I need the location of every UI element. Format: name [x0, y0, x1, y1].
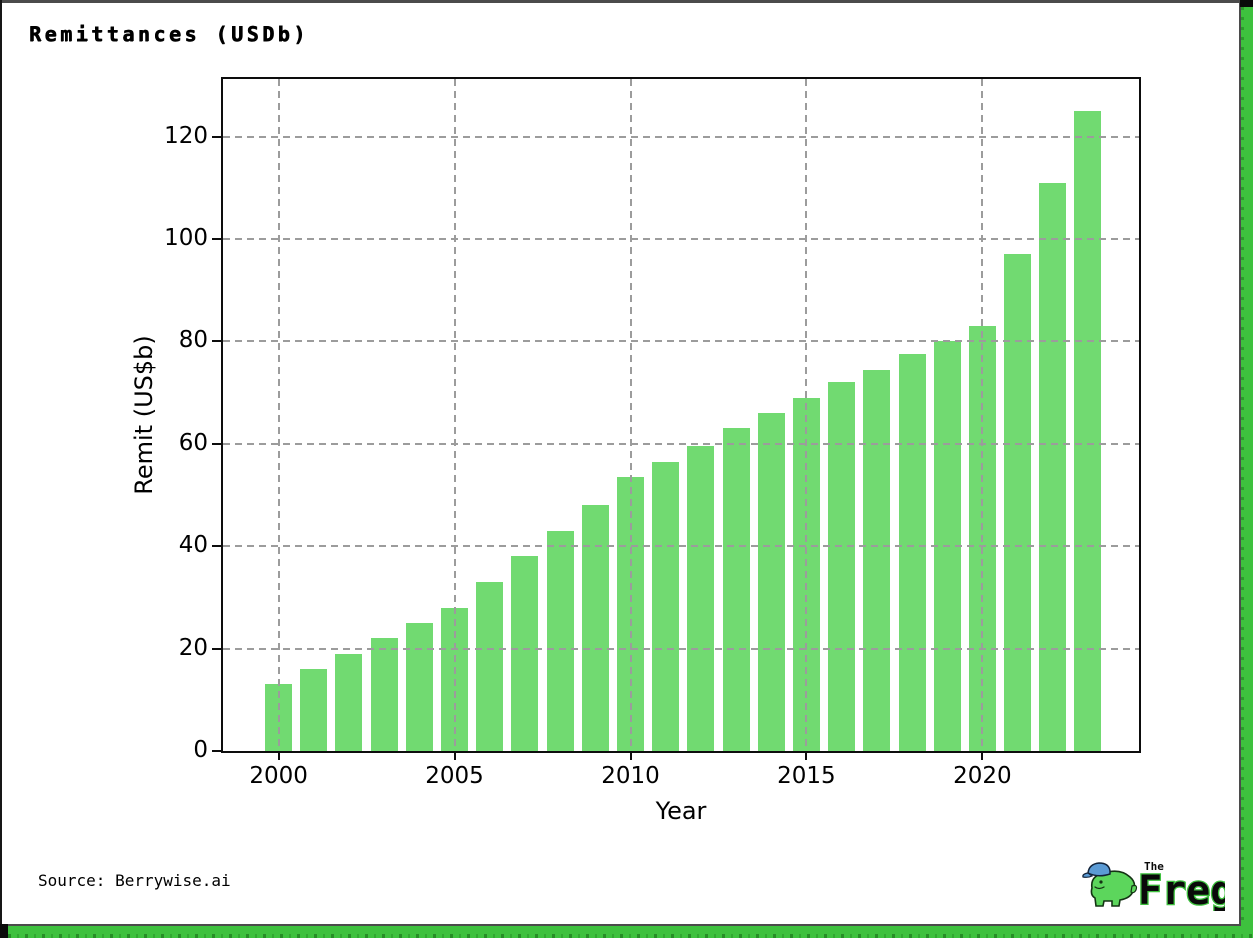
y-tick-label-60: 60 [178, 429, 208, 456]
y-tick-20 [212, 647, 221, 650]
brand-strip-bottom [8, 926, 1253, 938]
bar-2018 [898, 354, 926, 751]
bar-2008 [546, 530, 574, 751]
gridline-x-2020 [981, 79, 984, 751]
gridline-y-20 [223, 647, 1139, 650]
bar-2007 [511, 556, 539, 751]
bar-2016 [828, 382, 856, 751]
x-tick-label-2020: 2020 [953, 763, 1012, 789]
x-tick-label-2000: 2000 [249, 763, 308, 789]
x-tick-2015 [805, 751, 808, 760]
bar-2001 [300, 669, 328, 751]
gridline-y-40 [223, 545, 1139, 548]
bar-2006 [476, 582, 504, 751]
frame-right-line [1239, 0, 1241, 938]
y-tick-0 [212, 750, 221, 752]
bar-2011 [652, 461, 680, 751]
bar-2021 [1004, 254, 1032, 751]
x-tick-2000 [277, 751, 280, 760]
y-tick-label-20: 20 [178, 634, 208, 661]
y-tick-80 [212, 340, 221, 343]
freg-logo: The Freg [1082, 860, 1225, 911]
gridline-y-80 [223, 340, 1139, 343]
x-tick-2010 [629, 751, 632, 760]
chart-title: Remittances (USDb) [29, 22, 309, 46]
plot-area [221, 77, 1141, 753]
bar-2017 [863, 369, 891, 751]
y-tick-40 [212, 545, 221, 548]
logo-word-freg: Freg [1138, 868, 1225, 911]
x-tick-label-2005: 2005 [425, 763, 484, 789]
gridline-x-2015 [805, 79, 808, 751]
y-axis-label: Remit (US$b) [130, 335, 158, 495]
y-tick-label-120: 120 [164, 122, 208, 149]
bar-2004 [405, 623, 433, 751]
frame-top-line [0, 0, 1253, 3]
gridline-y-60 [223, 442, 1139, 445]
y-tick-label-40: 40 [178, 532, 208, 559]
logo-word-the: The [1144, 860, 1164, 873]
bar-2003 [370, 638, 398, 751]
bar-2002 [335, 653, 363, 751]
gridline-y-100 [223, 238, 1139, 240]
source-attribution: Source: Berrywise.ai [38, 871, 231, 890]
strip-noise [1241, 7, 1244, 938]
bar-2023 [1074, 111, 1102, 751]
strip-noise [8, 934, 1253, 938]
frame-left-line [0, 0, 2, 926]
gridline-y-120 [223, 135, 1139, 138]
bar-2013 [722, 428, 750, 751]
bar-2009 [581, 505, 609, 751]
corner-block-top-right [1240, 0, 1253, 7]
y-tick-100 [212, 238, 221, 240]
y-tick-label-100: 100 [164, 225, 208, 251]
bar-2022 [1039, 182, 1067, 751]
gridline-x-2005 [453, 79, 456, 751]
y-tick-label-0: 0 [193, 737, 208, 763]
frame-bottom-line [0, 924, 1253, 926]
bar-2014 [757, 413, 785, 751]
freg-mascot-icon [1082, 862, 1138, 907]
x-axis-label: Year [655, 797, 707, 825]
x-tick-2020 [981, 751, 984, 760]
x-tick-2005 [453, 751, 456, 760]
y-tick-120 [212, 135, 221, 138]
x-tick-label-2015: 2015 [777, 763, 836, 789]
gridline-x-2000 [277, 79, 280, 751]
bar-2012 [687, 446, 715, 751]
gridline-x-2010 [629, 79, 632, 751]
y-tick-label-80: 80 [178, 327, 208, 354]
y-tick-60 [212, 442, 221, 445]
x-tick-label-2010: 2010 [601, 763, 660, 789]
corner-block-bottom-left [0, 924, 8, 938]
brand-strip-right [1241, 7, 1253, 938]
